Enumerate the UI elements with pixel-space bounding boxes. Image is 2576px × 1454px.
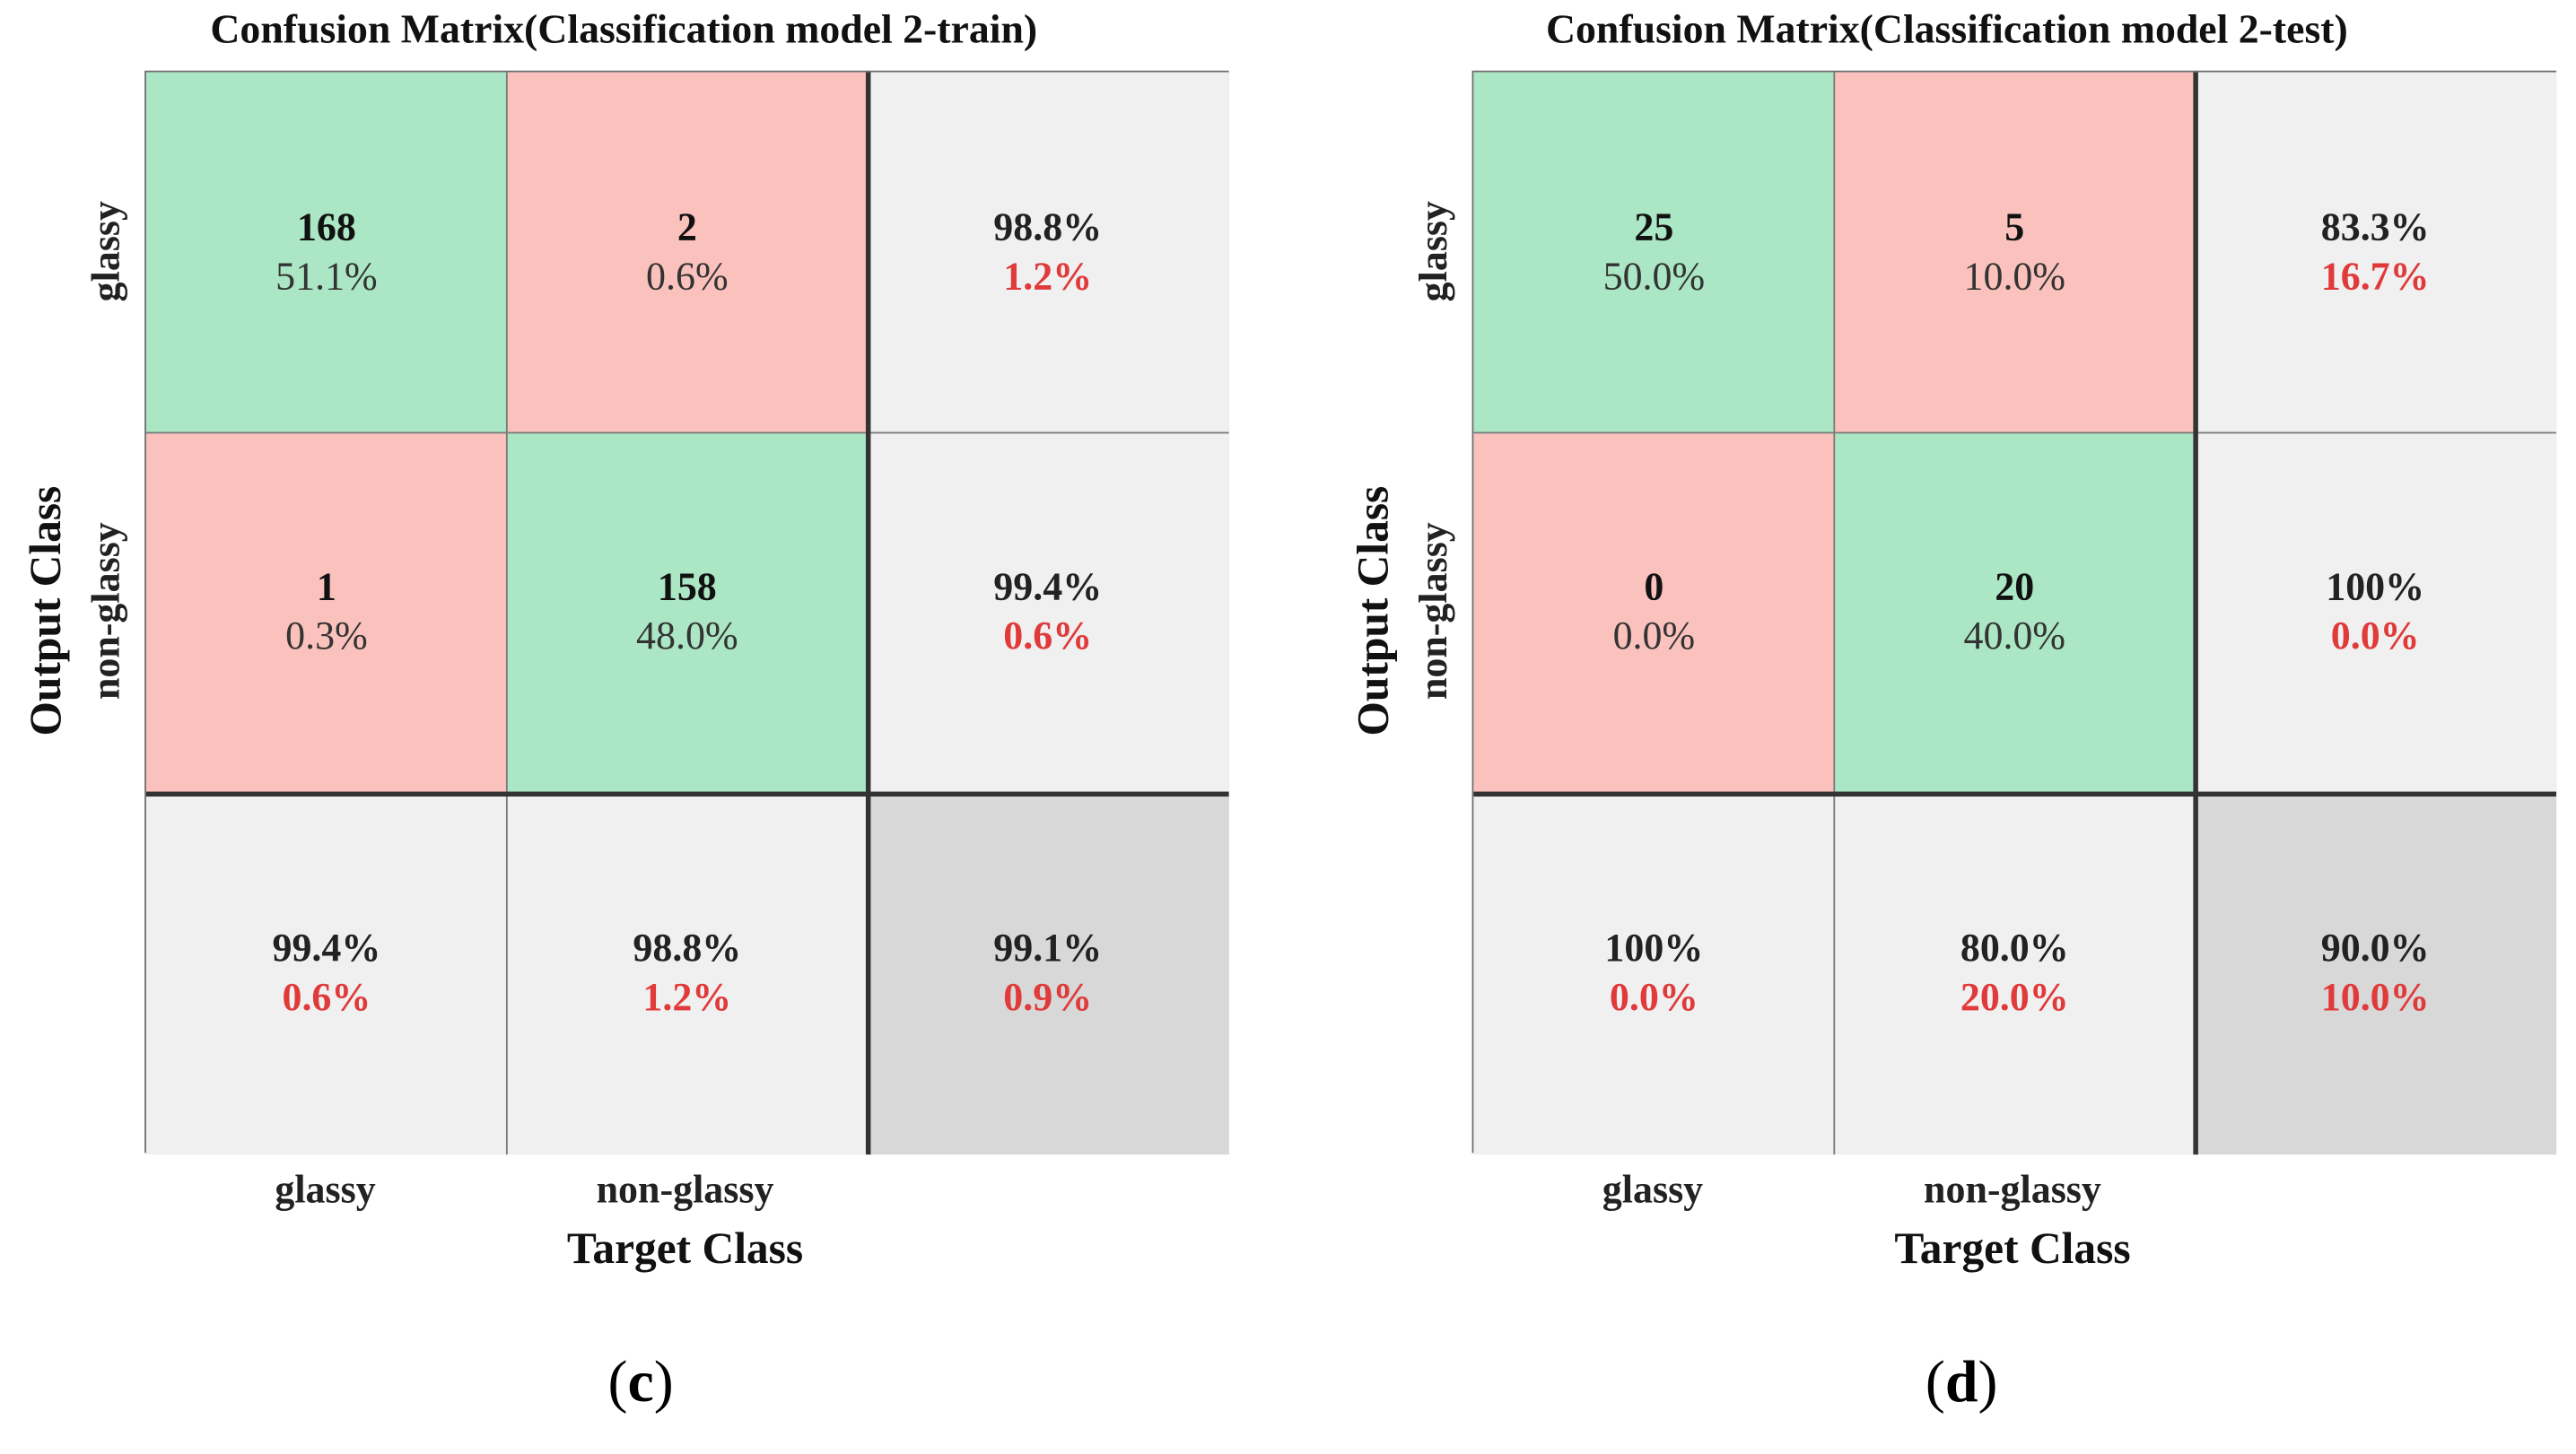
correct-cell: 25 50.0% <box>1473 72 1835 433</box>
column-summary-cell: 99.4% 0.6% <box>145 793 507 1154</box>
column-summary-cell: 100% 0.0% <box>1473 793 1835 1154</box>
error-value: 0.6% <box>1003 616 1093 659</box>
cell-count: 5 <box>2004 206 2025 249</box>
misclassified-cell: 1 0.3% <box>145 432 507 794</box>
subfigure-letter: d <box>1944 1348 1978 1415</box>
grid-line-horizontal <box>1473 790 2556 797</box>
misclassified-cell: 5 10.0% <box>1834 72 2196 433</box>
x-tick-label: non-glassy <box>596 1169 774 1213</box>
subfigure-label: (d) <box>1925 1348 1998 1415</box>
panel-d: Confusion Matrix(Classification model 2-… <box>1327 0 2576 1453</box>
grid-line-horizontal <box>145 790 1228 797</box>
y-tick-label: glassy <box>86 200 129 302</box>
cell-percent: 48.0% <box>636 616 738 659</box>
precision-value: 98.8% <box>993 206 1103 249</box>
confusion-grid: 168 51.1% 2 0.6% 98.8% 1.2% 1 0.3% 158 48.0% 99.4%… <box>144 70 1229 1154</box>
error-value: 0.6% <box>282 976 371 1020</box>
error-value: 20.0% <box>1960 976 2069 1020</box>
x-axis-label: Target Class <box>1894 1223 2131 1274</box>
cell-count: 20 <box>1995 567 2035 610</box>
precision-value: 100% <box>2326 567 2425 610</box>
grid-line-vertical <box>865 72 870 1154</box>
chart-title: Confusion Matrix(Classification model 2-… <box>1545 8 2348 53</box>
cell-count: 0 <box>1644 567 1664 610</box>
confusion-grid: 25 50.0% 5 10.0% 83.3% 16.7% 0 0.0% 20 40.0% 100% 0… <box>1471 70 2557 1154</box>
y-axis-label: Output Class <box>1348 485 1398 736</box>
subfigure-label: (c) <box>607 1348 674 1415</box>
correct-cell: 168 51.1% <box>145 72 507 433</box>
panel-c: Confusion Matrix(Classification model 2-… <box>0 0 1281 1453</box>
row-summary-cell: 98.8% 1.2% <box>867 72 1228 433</box>
chart-title: Confusion Matrix(Classification model 2-… <box>210 8 1038 53</box>
x-tick-label: glassy <box>1602 1169 1704 1213</box>
misclassified-cell: 0 0.0% <box>1473 432 1835 794</box>
row-summary-cell: 100% 0.0% <box>2195 432 2556 794</box>
cell-percent: 50.0% <box>1602 256 1706 299</box>
column-summary-cell: 98.8% 1.2% <box>506 793 868 1154</box>
error-value: 0.9% <box>1003 976 1093 1020</box>
x-axis-label: Target Class <box>566 1223 804 1274</box>
row-summary-cell: 99.4% 0.6% <box>867 432 1228 794</box>
overall-accuracy-cell: 90.0% 10.0% <box>2195 793 2556 1154</box>
recall-value: 80.0% <box>1960 927 2069 971</box>
recall-value: 99.4% <box>272 927 381 971</box>
cell-percent: 0.3% <box>285 616 368 659</box>
cell-count: 25 <box>1634 206 1674 249</box>
recall-value: 100% <box>1604 927 1704 971</box>
error-value: 1.2% <box>642 976 732 1020</box>
x-tick-label: glassy <box>275 1169 376 1213</box>
cell-percent: 51.1% <box>275 256 378 299</box>
cell-percent: 0.0% <box>1612 616 1696 659</box>
cell-percent: 40.0% <box>1963 616 2066 659</box>
subfigure-letter: c <box>627 1348 654 1415</box>
row-summary-cell: 83.3% 16.7% <box>2195 72 2556 433</box>
error-value: 1.2% <box>1003 256 1093 299</box>
correct-cell: 20 40.0% <box>1834 432 2196 794</box>
grid-line-horizontal <box>145 431 1228 434</box>
grid-line-vertical <box>1833 72 1836 1154</box>
cell-count: 158 <box>657 567 717 610</box>
error-value: 0.0% <box>2330 616 2420 659</box>
y-axis-label: Output Class <box>20 485 70 736</box>
cell-count: 2 <box>677 206 697 249</box>
column-summary-cell: 80.0% 20.0% <box>1834 793 2196 1154</box>
cell-count: 1 <box>316 567 336 610</box>
y-tick-label: non-glassy <box>1413 522 1457 701</box>
error-value: 0.0% <box>1609 976 1698 1020</box>
cell-count: 168 <box>296 206 356 249</box>
cell-percent: 10.0% <box>1963 256 2066 299</box>
accuracy-value: 90.0% <box>2320 927 2430 971</box>
x-tick-label: non-glassy <box>1924 1169 2101 1213</box>
accuracy-value: 99.1% <box>993 927 1103 971</box>
misclassified-cell: 2 0.6% <box>506 72 868 433</box>
precision-value: 99.4% <box>993 567 1103 610</box>
correct-cell: 158 48.0% <box>506 432 868 794</box>
y-tick-label: non-glassy <box>86 522 129 701</box>
cell-percent: 0.6% <box>646 256 729 299</box>
overall-accuracy-cell: 99.1% 0.9% <box>867 793 1228 1154</box>
grid-line-vertical <box>505 72 508 1154</box>
precision-value: 83.3% <box>2320 206 2430 249</box>
error-value: 16.7% <box>2320 256 2430 299</box>
error-value: 10.0% <box>2320 976 2430 1020</box>
recall-value: 98.8% <box>633 927 742 971</box>
grid-line-vertical <box>2192 72 2197 1154</box>
grid-line-horizontal <box>1473 431 2556 434</box>
y-tick-label: glassy <box>1413 200 1457 302</box>
